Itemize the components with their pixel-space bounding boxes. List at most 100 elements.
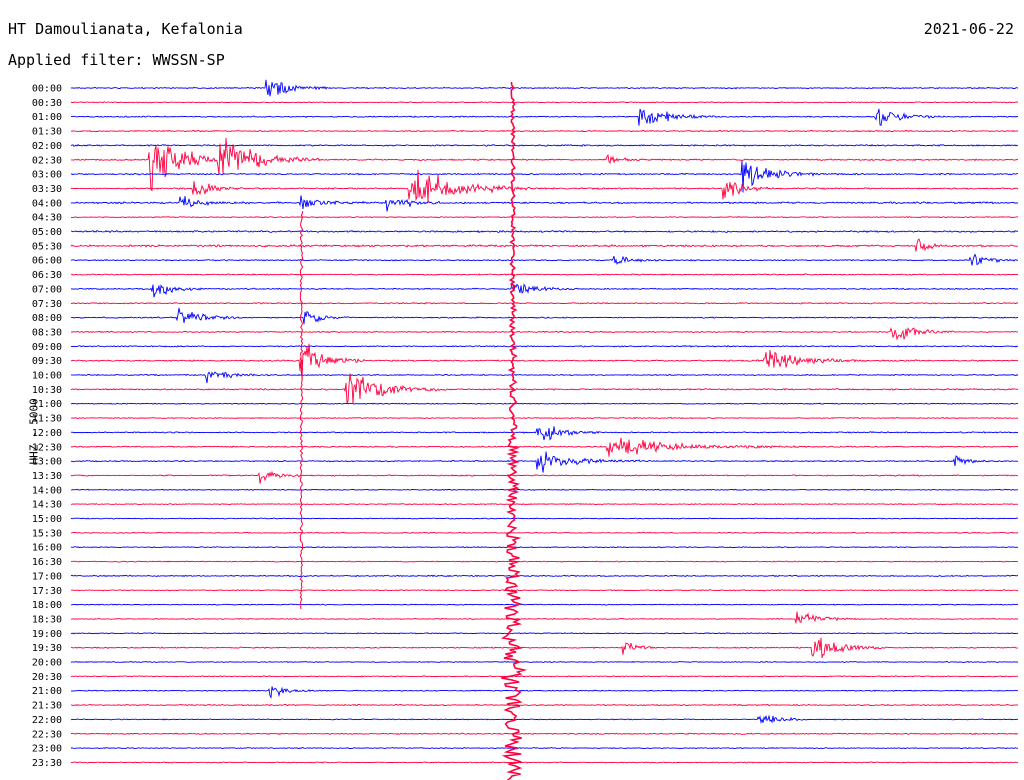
time-tick-label: 00:00 bbox=[32, 84, 62, 95]
time-tick-label: 08:00 bbox=[32, 313, 62, 324]
trace-line-0030 bbox=[70, 101, 1019, 104]
time-tick-label: 01:00 bbox=[32, 112, 62, 123]
time-tick-label: 12:30 bbox=[32, 442, 62, 453]
time-tick-label: 10:00 bbox=[32, 371, 62, 382]
time-tick-label: 05:30 bbox=[32, 241, 62, 252]
time-tick-label: 04:30 bbox=[32, 213, 62, 224]
time-tick-label: 19:00 bbox=[32, 629, 62, 640]
trace-line-0830 bbox=[70, 326, 1019, 341]
time-tick-label: 06:00 bbox=[32, 256, 62, 267]
trace-line-0630 bbox=[70, 273, 1019, 276]
time-tick-label: 18:30 bbox=[32, 614, 62, 625]
trace-line-0800 bbox=[70, 307, 1018, 325]
time-tick-label: 12:00 bbox=[32, 428, 62, 439]
trace-line-1600 bbox=[70, 546, 1019, 549]
filter-label: Applied filter: WWSSN-SP bbox=[8, 51, 225, 69]
trace-line-2130 bbox=[71, 703, 1019, 707]
time-tick-label: 05:00 bbox=[32, 227, 62, 238]
trace-line-0300 bbox=[70, 160, 1019, 193]
trace-line-0930 bbox=[70, 343, 1019, 381]
trace-line-1500 bbox=[70, 517, 1019, 520]
time-tick-label: 19:30 bbox=[32, 643, 62, 654]
time-tick-label: 04:00 bbox=[32, 198, 62, 209]
time-tick-label: 03:30 bbox=[32, 184, 62, 195]
trace-line-2100 bbox=[70, 686, 1019, 700]
trace-line-1000 bbox=[71, 371, 1019, 384]
event-large-quake-0030 bbox=[500, 82, 528, 780]
time-tick-label: 10:30 bbox=[32, 385, 62, 396]
time-tick-label: 13:00 bbox=[32, 457, 62, 468]
time-tick-label: 16:30 bbox=[32, 557, 62, 568]
trace-line-2200 bbox=[70, 714, 1019, 725]
time-tick-label: 02:00 bbox=[32, 141, 62, 152]
time-tick-label: 09:00 bbox=[32, 342, 62, 353]
trace-line-1130 bbox=[71, 416, 1019, 420]
trace-line-1100 bbox=[70, 402, 1019, 405]
time-tick-label: 02:30 bbox=[32, 155, 62, 166]
time-tick-label: 06:30 bbox=[32, 270, 62, 281]
time-tick-label: 18:00 bbox=[32, 600, 62, 611]
station-title: HT Damoulianata, Kefalonia bbox=[8, 20, 243, 38]
trace-line-0100 bbox=[70, 108, 1019, 127]
time-tick-label: 11:00 bbox=[32, 399, 62, 410]
trace-line-0700 bbox=[70, 282, 1019, 298]
time-tick-label: 17:30 bbox=[32, 586, 62, 597]
trace-line-1300 bbox=[70, 451, 1019, 473]
trace-line-2300 bbox=[70, 747, 1019, 750]
trace-line-1400 bbox=[70, 488, 1018, 491]
time-tick-label: 22:30 bbox=[32, 729, 62, 740]
trace-line-0330 bbox=[70, 169, 1019, 203]
time-tick-label: 22:00 bbox=[32, 715, 62, 726]
trace-line-1200 bbox=[70, 426, 1019, 441]
trace-line-2330 bbox=[71, 761, 1019, 764]
trace-line-0400 bbox=[70, 195, 1019, 212]
trace-line-1030 bbox=[70, 373, 1019, 405]
time-tick-label: 00:30 bbox=[32, 98, 62, 109]
trace-line-1730 bbox=[70, 589, 1019, 592]
trace-line-1800 bbox=[71, 603, 1019, 606]
trace-line-0130 bbox=[70, 129, 1019, 133]
trace-line-1330 bbox=[70, 470, 1019, 484]
time-tick-label: 20:00 bbox=[32, 658, 62, 669]
time-tick-label: 11:30 bbox=[32, 414, 62, 425]
trace-line-1830 bbox=[70, 611, 1019, 624]
time-tick-label: 17:00 bbox=[32, 571, 62, 582]
time-tick-label: 20:30 bbox=[32, 672, 62, 683]
trace-line-1700 bbox=[70, 574, 1019, 578]
trace-line-0500 bbox=[71, 229, 1019, 234]
trace-line-1230 bbox=[70, 437, 1019, 457]
time-tick-label: 14:00 bbox=[32, 485, 62, 496]
time-tick-label: 15:00 bbox=[32, 514, 62, 525]
trace-line-0530 bbox=[70, 238, 1019, 252]
time-tick-label: 21:30 bbox=[32, 701, 62, 712]
time-tick-label: 09:30 bbox=[32, 356, 62, 367]
time-tick-label: 14:30 bbox=[32, 500, 62, 511]
trace-line-0430 bbox=[70, 216, 1019, 219]
date-label: 2021-06-22 bbox=[923, 20, 1014, 38]
trace-line-1900 bbox=[70, 632, 1019, 635]
time-tick-label: 01:30 bbox=[32, 127, 62, 138]
time-tick-label: 07:00 bbox=[32, 284, 62, 295]
time-tick-label: 03:00 bbox=[32, 170, 62, 181]
trace-line-0730 bbox=[70, 301, 1019, 305]
trace-line-0200 bbox=[70, 144, 1019, 147]
trace-line-2000 bbox=[70, 660, 1019, 664]
time-tick-label: 23:30 bbox=[32, 758, 62, 769]
time-tick-label: 13:30 bbox=[32, 471, 62, 482]
trace-line-0000 bbox=[70, 79, 1019, 97]
trace-line-1530 bbox=[70, 531, 1019, 534]
time-tick-label: 16:00 bbox=[32, 543, 62, 554]
trace-line-1630 bbox=[71, 560, 1019, 563]
time-tick-label: 23:00 bbox=[32, 744, 62, 755]
trace-line-1930 bbox=[70, 637, 1019, 658]
time-tick-label: 21:00 bbox=[32, 686, 62, 697]
trace-line-0230 bbox=[71, 137, 1019, 192]
time-tick-label: 07:30 bbox=[32, 299, 62, 310]
trace-line-2030 bbox=[70, 675, 1019, 678]
trace-line-0900 bbox=[70, 344, 1019, 348]
time-tick-label: 15:30 bbox=[32, 528, 62, 539]
trace-line-2230 bbox=[71, 732, 1019, 736]
trace-line-1430 bbox=[71, 503, 1018, 506]
event-local-quake-0925 bbox=[299, 211, 304, 610]
